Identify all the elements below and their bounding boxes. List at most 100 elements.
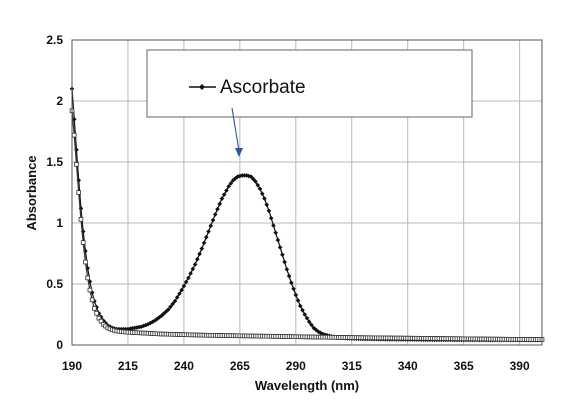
data-point-square [85,275,90,281]
legend-label-ascorbate: Ascorbate [220,77,306,98]
legend-border [146,49,473,118]
y-tick-label: 2.5 [46,33,63,47]
legend-series-marker [199,84,205,90]
data-point-diamond [280,252,285,258]
data-point-diamond [186,275,191,281]
data-point-diamond [300,307,305,313]
data-point-diamond [226,184,231,189]
data-point-square [80,240,86,245]
data-point-diamond [253,179,258,184]
y-tick-label: 0 [56,338,63,352]
data-point-diamond [183,279,189,285]
data-point-diamond [174,295,180,300]
y-axis-title: Absorbance [24,155,39,230]
data-point-diamond [134,325,140,330]
data-point-square [83,259,88,265]
annotation-arrow-line [231,107,240,152]
data-point-diamond [224,188,229,193]
data-point-diamond [266,208,272,214]
data-point-diamond [148,320,153,326]
data-point-square [92,306,97,311]
data-point-diamond [289,280,294,286]
data-point-square [78,217,84,222]
data-point-diamond [168,304,173,310]
y-tick-label: 1 [56,216,63,230]
data-point-square [94,310,99,316]
data-point-diamond [217,201,223,207]
data-point-diamond [161,311,167,316]
y-tick-label: 2 [56,94,63,108]
data-point-diamond [145,321,151,327]
tick-labels-layer: 190 215 240 265 290 315 340 365 390 0 0.5 1 1.5 2 2.5 [46,33,530,373]
data-point-diamond [309,322,314,328]
x-tick-label: 340 [398,359,418,373]
data-point-diamond [295,298,301,303]
data-point-diamond [212,212,218,217]
x-tick-label: 365 [454,359,474,373]
y-tick-label: 1.5 [46,155,63,169]
data-point-diamond [315,329,321,334]
data-point-diamond [188,271,193,276]
x-axis-title: Wavelength (nm) [255,378,359,393]
data-point-diamond [206,229,211,234]
data-point-diamond [130,326,135,331]
data-point-diamond [248,174,254,179]
data-point-diamond [199,246,205,251]
data-point-square [71,132,77,138]
legend-box: Ascorbate [146,49,473,118]
series-baseline [69,108,545,342]
x-tick-label: 315 [342,359,362,373]
data-point-diamond [210,217,216,223]
data-point-diamond [150,319,155,325]
data-point-diamond [273,230,278,236]
data-point-diamond [165,307,171,312]
data-point-square [74,162,79,167]
data-point-diamond [197,251,202,257]
data-point-diamond [320,331,325,337]
data-point-diamond [172,298,178,304]
data-point-diamond [255,182,261,188]
data-point-diamond [219,196,225,201]
data-point-diamond [76,178,82,183]
data-point-diamond [139,324,144,329]
data-point-diamond [215,206,220,212]
x-tick-label: 265 [230,359,250,373]
x-tick-label: 290 [286,359,306,373]
data-point-diamond [170,301,176,307]
data-point-diamond [271,223,276,228]
data-point-diamond [127,326,133,332]
data-point-diamond [208,223,214,229]
data-point-diamond [264,202,270,207]
data-point-diamond [297,303,303,309]
data-point-diamond [152,318,158,323]
series-layer [69,86,545,343]
data-point-diamond [156,315,162,320]
data-point-diamond [179,287,184,293]
data-point-diamond [177,291,182,297]
x-tick-label: 390 [510,359,530,373]
data-point-diamond [132,325,137,331]
data-point-diamond [282,259,287,265]
data-point-diamond [259,191,265,197]
data-point-diamond [304,315,310,321]
data-point-diamond [277,245,283,250]
x-tick-label: 240 [174,359,194,373]
data-point-diamond [159,313,164,319]
data-point-diamond [181,283,187,289]
data-point-square [89,297,95,303]
data-point-diamond [221,192,227,197]
data-point-diamond [291,286,296,292]
plot-area-border [71,39,543,346]
data-point-diamond [74,147,79,153]
data-point-diamond [257,186,263,192]
x-tick-label: 215 [118,359,138,373]
data-point-diamond [275,237,281,243]
data-point-diamond [192,262,198,267]
data-point-diamond [195,256,200,262]
data-point-diamond [244,173,249,178]
data-point-diamond [306,319,312,325]
data-point-diamond [286,273,292,279]
data-point-diamond [268,215,274,221]
data-point-diamond [154,316,160,322]
